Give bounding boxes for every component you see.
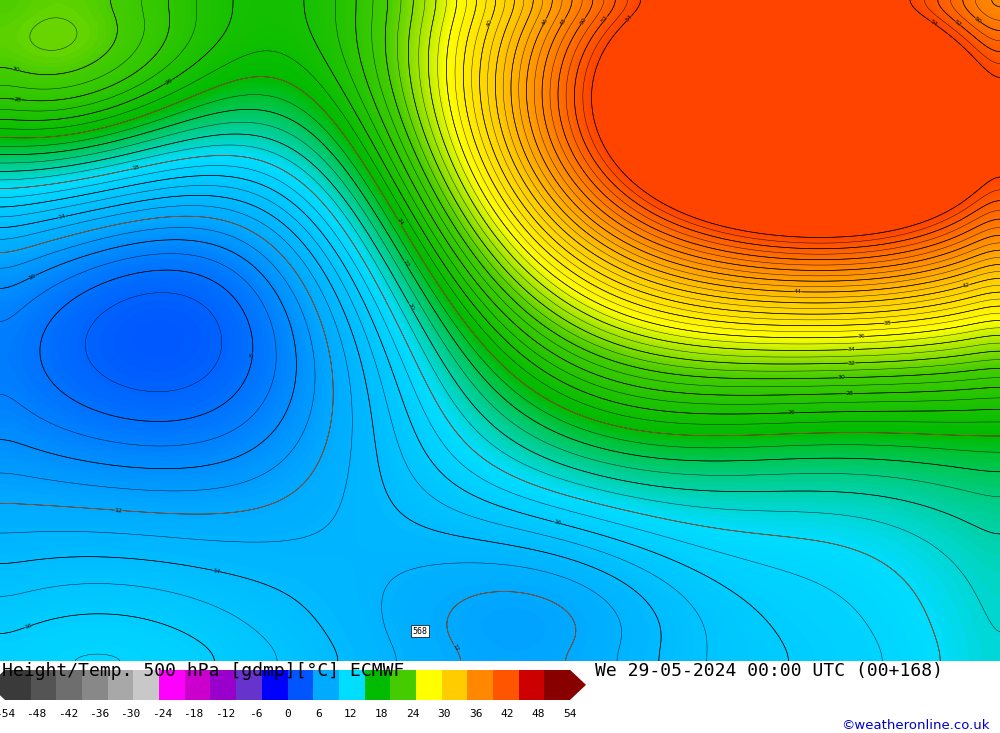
- Text: 16: 16: [553, 519, 562, 526]
- Bar: [159, 670, 185, 700]
- Bar: [133, 670, 159, 700]
- Bar: [493, 670, 519, 700]
- Bar: [519, 670, 544, 700]
- Text: 54: 54: [929, 19, 938, 28]
- Polygon shape: [0, 670, 5, 700]
- Text: 36: 36: [469, 709, 483, 718]
- Bar: [339, 670, 365, 700]
- Polygon shape: [570, 670, 586, 700]
- Bar: [467, 670, 493, 700]
- Text: 24: 24: [395, 217, 404, 226]
- Text: 32: 32: [848, 361, 856, 366]
- Text: 14: 14: [58, 214, 66, 221]
- Text: -54: -54: [0, 709, 15, 718]
- Text: 36: 36: [858, 334, 866, 339]
- Text: -12: -12: [215, 709, 235, 718]
- Bar: [365, 670, 390, 700]
- Text: 0: 0: [284, 709, 291, 718]
- Text: 28: 28: [846, 391, 854, 396]
- Text: -48: -48: [26, 709, 47, 718]
- Text: 50: 50: [973, 15, 983, 24]
- Text: 568: 568: [413, 627, 428, 636]
- Text: 12: 12: [451, 644, 460, 652]
- Text: 16: 16: [24, 623, 33, 630]
- Text: 48: 48: [532, 709, 545, 718]
- Text: 42: 42: [961, 282, 970, 289]
- Bar: [313, 670, 339, 700]
- Text: 54: 54: [625, 14, 634, 23]
- Text: 20: 20: [406, 302, 415, 312]
- Bar: [262, 670, 288, 700]
- Bar: [544, 670, 570, 700]
- Text: 6: 6: [316, 709, 322, 718]
- Bar: [390, 670, 416, 700]
- Text: 52: 52: [953, 19, 963, 28]
- Text: 52: 52: [601, 15, 610, 24]
- Text: 10: 10: [28, 273, 37, 281]
- Text: 30: 30: [12, 67, 20, 73]
- Text: 22: 22: [401, 259, 410, 268]
- Text: 18: 18: [132, 165, 141, 172]
- Text: 38: 38: [884, 320, 892, 325]
- Text: We 29-05-2024 00:00 UTC (00+168): We 29-05-2024 00:00 UTC (00+168): [595, 662, 943, 680]
- Text: 46: 46: [541, 17, 549, 26]
- Text: 40: 40: [486, 18, 494, 28]
- Bar: [185, 670, 210, 700]
- Text: ©weatheronline.co.uk: ©weatheronline.co.uk: [842, 718, 990, 732]
- Text: 14: 14: [212, 568, 221, 574]
- Text: 26: 26: [788, 410, 796, 416]
- Bar: [442, 670, 467, 700]
- Text: 30: 30: [438, 709, 451, 718]
- Bar: [108, 670, 133, 700]
- Bar: [210, 670, 236, 700]
- Text: -42: -42: [58, 709, 78, 718]
- Text: 8: 8: [250, 353, 255, 357]
- Bar: [288, 670, 313, 700]
- Bar: [56, 670, 82, 700]
- Text: 34: 34: [848, 347, 856, 352]
- Text: -6: -6: [249, 709, 263, 718]
- Text: 44: 44: [794, 289, 802, 295]
- Text: -18: -18: [183, 709, 203, 718]
- Text: 42: 42: [500, 709, 514, 718]
- Bar: [236, 670, 262, 700]
- Text: 50: 50: [579, 16, 587, 26]
- Bar: [82, 670, 108, 700]
- Text: 12: 12: [344, 709, 357, 718]
- Text: 30: 30: [838, 375, 846, 380]
- Text: 24: 24: [406, 709, 420, 718]
- Text: 54: 54: [563, 709, 577, 718]
- Bar: [416, 670, 442, 700]
- Text: 12: 12: [114, 507, 122, 513]
- Bar: [5, 670, 31, 700]
- Text: Height/Temp. 500 hPa [gdmp][°C] ECMWF: Height/Temp. 500 hPa [gdmp][°C] ECMWF: [2, 662, 404, 680]
- Text: 18: 18: [375, 709, 388, 718]
- Text: -36: -36: [89, 709, 109, 718]
- Text: -30: -30: [120, 709, 141, 718]
- Text: -24: -24: [152, 709, 172, 718]
- Text: 48: 48: [559, 17, 568, 26]
- Text: 28: 28: [14, 97, 22, 103]
- Bar: [31, 670, 56, 700]
- Text: 26: 26: [165, 77, 174, 85]
